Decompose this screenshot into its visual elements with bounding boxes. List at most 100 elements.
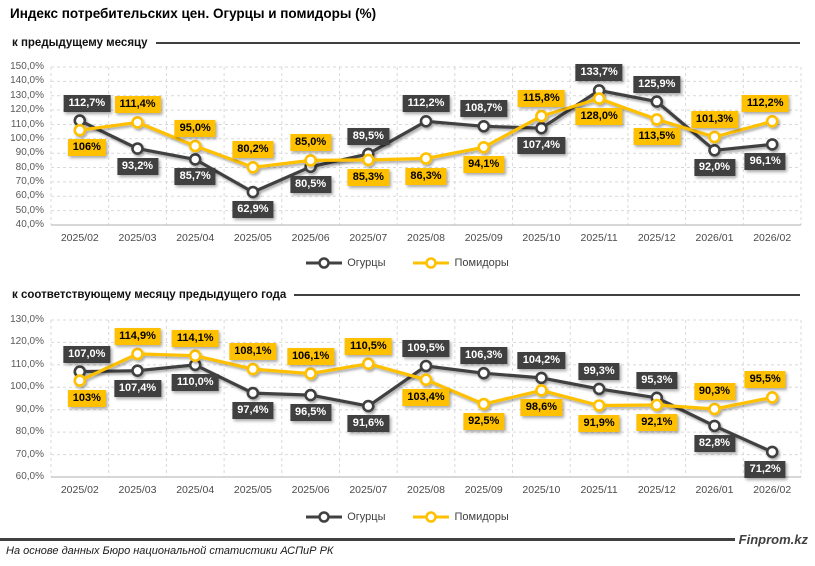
x-axis-label: 2025/07 [349, 232, 388, 244]
data-label: 94,1% [463, 156, 505, 174]
x-axis-label: 2025/08 [407, 232, 445, 244]
x-axis-label: 2025/04 [176, 232, 215, 244]
legend-top: Огурцы Помидоры [0, 257, 815, 269]
data-label: 107,4% [517, 137, 566, 155]
data-label: 86,3% [405, 167, 447, 185]
data-point-marker [131, 116, 144, 129]
data-label: 82,8% [693, 434, 736, 452]
data-point-marker [650, 113, 664, 126]
y-axis-tick-label: 130,0% [10, 89, 44, 101]
y-axis-tick-label: 50,0% [15, 204, 44, 216]
y-axis-tick-label: 110,0% [10, 358, 44, 370]
data-label: 108,7% [460, 100, 508, 118]
data-point-marker [304, 367, 317, 380]
data-label: 110,5% [344, 337, 392, 355]
data-label: 133,7% [575, 64, 623, 82]
data-point-marker [246, 185, 260, 199]
x-axis-label: 2025/12 [637, 484, 676, 496]
data-point-marker [361, 399, 375, 413]
data-point-marker [131, 142, 144, 155]
data-label: 101,3% [690, 111, 739, 128]
data-label: 125,9% [633, 75, 681, 93]
data-point-marker [650, 95, 664, 108]
data-point-marker [361, 357, 375, 371]
y-axis-tick-label: 150,0% [10, 61, 44, 72]
data-label: 106,1% [286, 347, 335, 365]
legend-item-cucumbers: Огурцы [306, 257, 385, 269]
data-point-marker [765, 138, 779, 151]
data-label: 92,5% [463, 413, 505, 431]
data-label: 115,8% [518, 90, 565, 108]
tomatoes-line-marker-icon [413, 257, 450, 269]
data-point-marker [477, 366, 491, 380]
data-point-marker [477, 120, 491, 133]
data-point-marker [765, 391, 779, 404]
data-point-marker [188, 349, 202, 363]
data-point-marker [304, 154, 317, 167]
footer-rule [0, 538, 735, 541]
data-label: 92,0% [693, 159, 736, 177]
y-axis-tick-label: 80,0% [15, 161, 44, 173]
data-label: 114,9% [114, 327, 161, 345]
data-point-marker [188, 139, 202, 153]
data-point-marker [73, 374, 87, 387]
chart-canvas [50, 66, 802, 226]
x-axis-label: 2025/05 [233, 232, 272, 244]
data-point-marker [246, 161, 260, 174]
data-point-marker [708, 402, 721, 416]
data-label: 106% [67, 139, 106, 157]
data-label: 114,1% [171, 329, 219, 347]
legend-bottom: Огурцы Помидоры [0, 511, 815, 523]
source-note: На основе данных Бюро национальной стати… [6, 545, 334, 557]
data-point-marker [708, 419, 721, 433]
x-axis-label: 2025/11 [580, 232, 618, 244]
data-label: 85,0% [289, 134, 332, 152]
data-point-marker [73, 123, 87, 137]
data-label: 99,3% [578, 362, 620, 380]
data-label: 103% [67, 389, 106, 407]
data-label: 85,3% [347, 168, 389, 186]
data-point-marker [592, 399, 606, 412]
x-axis-label: 2025/02 [60, 484, 99, 496]
data-point-marker [419, 373, 433, 386]
y-axis-tick-label: 60,0% [15, 471, 44, 482]
y-axis-tick-label: 90,0% [15, 403, 44, 415]
section-rule [294, 294, 800, 296]
data-label: 112,2% [402, 95, 450, 113]
data-label: 91,9% [578, 414, 620, 432]
section-header-year-over-year: к соответствующему месяцу предыдущего го… [12, 289, 800, 301]
data-point-marker [535, 371, 548, 385]
data-point-marker [477, 141, 491, 154]
data-label: 104,2% [517, 351, 566, 369]
data-label: 97,4% [232, 402, 274, 420]
data-label: 93,2% [116, 157, 159, 175]
data-label: 95,3% [636, 371, 678, 389]
data-point-marker [361, 153, 375, 167]
x-axis-label: 2026/01 [695, 232, 734, 244]
data-label: 98,6% [520, 399, 562, 417]
data-point-marker [304, 388, 317, 402]
x-axis-label: 2025/09 [464, 484, 503, 496]
data-label: 95,5% [744, 371, 786, 389]
x-axis-label: 2025/04 [176, 484, 215, 496]
y-axis-tick-label: 120,0% [10, 104, 44, 116]
x-axis-label: 2025/09 [464, 232, 503, 244]
x-axis-label: 2026/02 [753, 232, 792, 244]
data-label: 90,3% [693, 383, 736, 400]
legend-label-cucumbers: Огурцы [347, 511, 386, 523]
data-point-marker [477, 397, 491, 411]
y-axis-tick-label: 140,0% [10, 75, 44, 87]
y-axis-tick-label: 100,0% [10, 132, 44, 144]
legend-label-tomatoes: Помидоры [454, 257, 509, 269]
data-point-marker [535, 121, 548, 135]
footer-rule-row: Finprom.kz [0, 532, 815, 547]
data-point-marker [131, 364, 144, 378]
section-rule [155, 42, 800, 44]
data-point-marker [765, 445, 779, 459]
series-tomatoes [73, 92, 779, 174]
x-axis-label: 2025/03 [118, 232, 157, 244]
legend-label-tomatoes: Помидоры [454, 511, 509, 523]
section-header-month-over-month: к предыдущему месяцу [12, 37, 800, 49]
data-point-marker [419, 359, 433, 373]
section-title: к предыдущему месяцу [12, 37, 148, 49]
